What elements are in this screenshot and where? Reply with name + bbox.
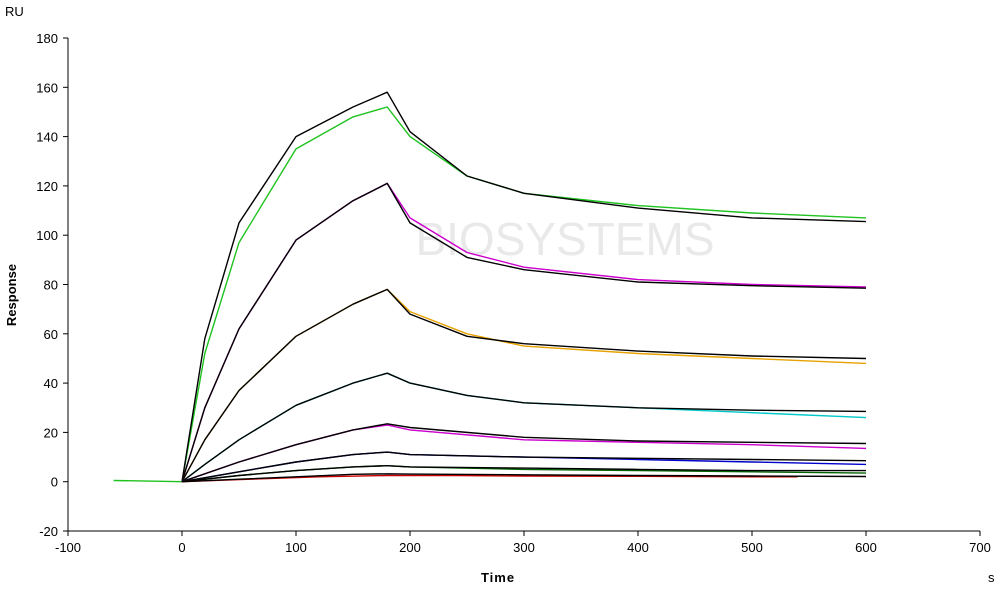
x-ticks: -100 0 100 200 300 400 500 600 700 [55, 531, 991, 555]
x-tick-label: 100 [285, 540, 307, 555]
y-tick-label: 0 [51, 475, 58, 490]
series-line-4 [181, 182, 867, 482]
x-tick-label: 600 [855, 540, 877, 555]
series-line-16 [181, 473, 867, 483]
watermark-text: BIOSYSTEMS [415, 213, 714, 265]
y-tick-label: 40 [44, 376, 58, 391]
series-line-7 [181, 372, 867, 483]
series-line-12 [181, 451, 867, 483]
x-tick-label: 500 [741, 540, 763, 555]
series-line-6 [181, 288, 867, 483]
y-tick-label: -20 [39, 524, 58, 539]
y-tick-label: 60 [44, 327, 58, 342]
x-tick-label: 700 [969, 540, 991, 555]
y-tick-label: 160 [36, 80, 58, 95]
x-tick-label: 0 [178, 540, 185, 555]
y-tick-label: 80 [44, 278, 58, 293]
series-line-1 [113, 106, 867, 483]
x-tick-label: 400 [627, 540, 649, 555]
series-lines [113, 91, 867, 483]
series-line-9 [181, 424, 867, 483]
y-axis-title: Response [4, 264, 19, 326]
x-tick-label: 300 [513, 540, 535, 555]
x-unit-label: s [988, 570, 995, 585]
series-line-10 [181, 423, 867, 483]
y-unit-label: RU [5, 4, 24, 19]
y-tick-label: 180 [36, 31, 58, 46]
y-ticks: -20 0 20 40 60 80 100 120 140 160 180 [36, 31, 68, 539]
x-tick-label: 200 [399, 540, 421, 555]
x-axis-title: Time [481, 570, 515, 585]
series-line-2 [181, 91, 867, 482]
series-line-14 [181, 465, 866, 483]
series-line-8 [181, 372, 867, 483]
series-line-5 [181, 288, 867, 483]
watermark: BIOSYSTEMS [415, 213, 714, 265]
y-tick-label: 100 [36, 228, 58, 243]
x-tick-label: -100 [55, 540, 81, 555]
y-tick-label: 140 [36, 130, 58, 145]
y-tick-label: 120 [36, 179, 58, 194]
y-tick-label: 20 [44, 425, 58, 440]
